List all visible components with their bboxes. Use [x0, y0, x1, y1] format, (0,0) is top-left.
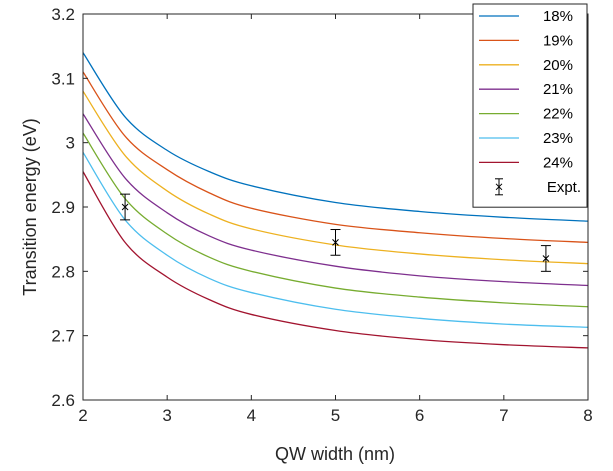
legend-entry: 18%: [479, 8, 573, 25]
legend-entry: 22%: [479, 106, 573, 123]
x-tick-label: 5: [331, 406, 340, 425]
series-line-20pct: [82, 90, 589, 265]
legend-entry: 23%: [479, 130, 573, 147]
legend-label: 20%: [543, 57, 573, 74]
x-tick-label: 6: [415, 406, 424, 425]
legend-x-marker: [495, 183, 503, 191]
y-axis-label: Transition energy (eV): [20, 118, 40, 295]
y-tick-label: 2.6: [51, 391, 75, 410]
legend-label-expt: Expt.: [547, 179, 581, 196]
x-tick-label: 8: [583, 406, 592, 425]
y-tick-label: 3.2: [51, 5, 75, 24]
series-line-21pct: [82, 113, 589, 287]
x-marker: [121, 203, 129, 211]
legend: 18% 19% 20% 21% 22% 23% 24% Expt.: [472, 3, 588, 208]
series-line-22pct: [82, 132, 589, 308]
legend-label: 22%: [543, 106, 573, 123]
series-line-23pct: [82, 151, 589, 328]
x-tick-label: 2: [78, 406, 87, 425]
series-line-19pct: [82, 71, 589, 244]
series-curves: [82, 52, 589, 349]
legend-label: 24%: [543, 154, 573, 171]
legend-label: 23%: [543, 130, 573, 147]
legend-entry-expt: Expt.: [495, 178, 581, 196]
y-tick-label: 3.1: [51, 69, 75, 88]
x-tick-label: 7: [499, 406, 508, 425]
y-tick-label: 3: [66, 134, 75, 153]
series-line-24pct: [82, 171, 589, 349]
legend-entry: 19%: [479, 32, 573, 49]
legend-entry: 24%: [479, 154, 573, 171]
legend-box: [472, 3, 588, 208]
x-marker: [332, 239, 339, 246]
legend-entry: 20%: [479, 57, 573, 74]
y-tick-label: 2.7: [51, 327, 75, 346]
x-tick-label: 3: [162, 406, 171, 425]
series-line-18pct: [82, 52, 589, 222]
legend-label: 18%: [543, 8, 573, 25]
axis-ticks: 2 3 4 5 6 7 8 2.6 2.7 2.8 2.9 3 3.1 3.2: [51, 5, 592, 425]
y-tick-label: 2.8: [51, 262, 75, 281]
expt-point: [540, 245, 551, 272]
experiment-points: [120, 193, 551, 272]
expt-point: [330, 229, 341, 256]
legend-label: 21%: [543, 81, 573, 98]
legend-entry: 21%: [479, 81, 573, 98]
y-tick-label: 2.9: [51, 198, 75, 217]
legend-label: 19%: [543, 32, 573, 49]
expt-point: [120, 193, 131, 221]
x-marker: [542, 255, 550, 262]
x-tick-label: 4: [247, 406, 256, 425]
x-axis-label: QW width (nm): [275, 444, 395, 464]
